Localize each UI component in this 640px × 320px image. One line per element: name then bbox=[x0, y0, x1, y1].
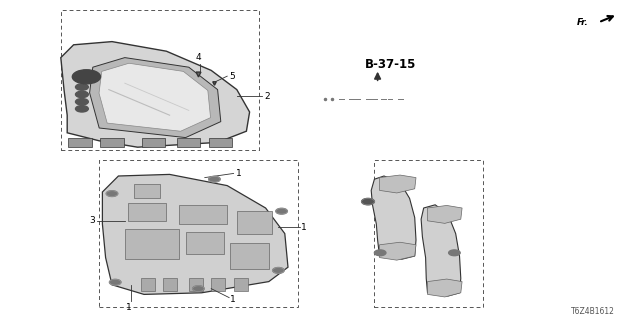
Text: 4: 4 bbox=[196, 53, 201, 62]
Text: 1: 1 bbox=[230, 295, 236, 304]
Text: T6Z4B1612: T6Z4B1612 bbox=[570, 308, 614, 316]
Bar bbox=[237, 211, 272, 234]
Text: 1: 1 bbox=[127, 303, 132, 312]
Circle shape bbox=[76, 84, 88, 90]
Polygon shape bbox=[428, 205, 462, 223]
Bar bbox=[128, 203, 166, 221]
Bar bbox=[142, 138, 165, 147]
Bar bbox=[61, 10, 259, 150]
Text: Fr.: Fr. bbox=[577, 18, 589, 27]
Polygon shape bbox=[102, 174, 288, 294]
Bar bbox=[209, 138, 232, 147]
Circle shape bbox=[193, 286, 204, 292]
Circle shape bbox=[76, 91, 88, 98]
Polygon shape bbox=[428, 279, 462, 297]
Bar bbox=[163, 278, 177, 291]
Bar bbox=[374, 160, 483, 307]
Bar bbox=[99, 160, 298, 307]
Polygon shape bbox=[371, 176, 416, 259]
Polygon shape bbox=[421, 205, 461, 296]
Bar bbox=[100, 138, 124, 147]
Bar bbox=[125, 229, 179, 259]
Circle shape bbox=[362, 198, 374, 205]
Bar bbox=[230, 243, 269, 269]
Polygon shape bbox=[61, 42, 250, 147]
Circle shape bbox=[106, 191, 118, 196]
Bar bbox=[234, 278, 248, 291]
Polygon shape bbox=[99, 63, 211, 131]
Text: 2: 2 bbox=[264, 92, 270, 100]
Polygon shape bbox=[90, 58, 221, 138]
Text: 1: 1 bbox=[301, 223, 307, 232]
Text: B-37-15: B-37-15 bbox=[365, 58, 416, 70]
Circle shape bbox=[209, 176, 220, 182]
Bar bbox=[211, 278, 225, 291]
Bar bbox=[68, 138, 92, 147]
Bar bbox=[134, 184, 160, 198]
Circle shape bbox=[449, 250, 460, 256]
Circle shape bbox=[109, 279, 121, 285]
Text: 3: 3 bbox=[89, 216, 95, 225]
Bar bbox=[189, 278, 203, 291]
Circle shape bbox=[76, 99, 88, 105]
Bar bbox=[179, 205, 227, 224]
Circle shape bbox=[273, 268, 284, 273]
Text: 1: 1 bbox=[236, 169, 241, 178]
Polygon shape bbox=[380, 175, 416, 193]
Text: 5: 5 bbox=[229, 72, 235, 81]
Bar bbox=[177, 138, 200, 147]
Circle shape bbox=[374, 250, 386, 256]
Bar bbox=[141, 278, 155, 291]
Circle shape bbox=[76, 106, 88, 112]
Circle shape bbox=[276, 208, 287, 214]
Circle shape bbox=[72, 70, 100, 84]
Polygon shape bbox=[380, 242, 416, 260]
Bar bbox=[186, 232, 224, 254]
